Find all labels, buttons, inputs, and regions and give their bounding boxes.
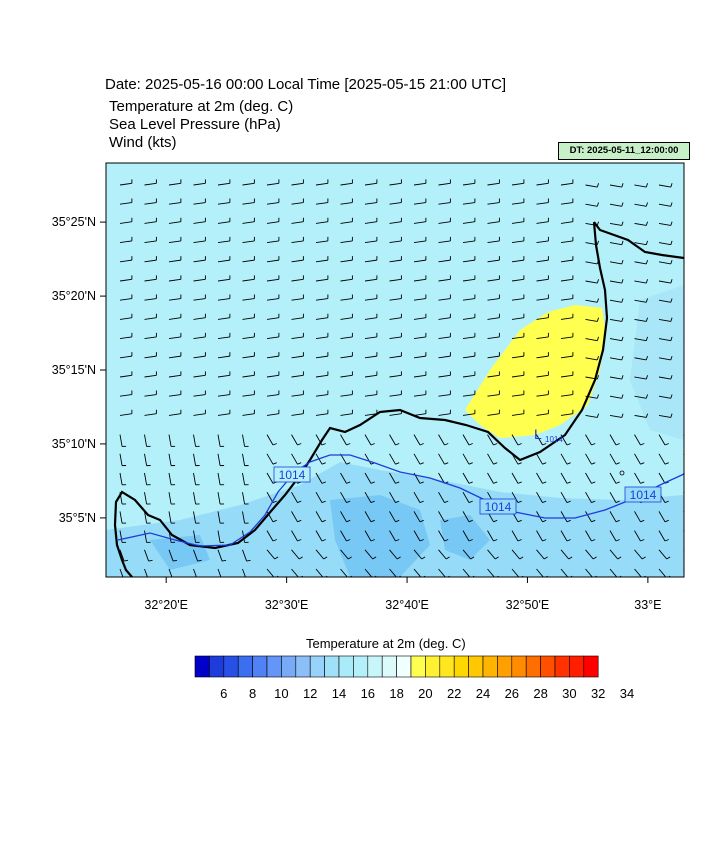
colorbar-swatch	[583, 655, 599, 678]
colorbar-swatch	[324, 655, 340, 678]
colorbar-swatch	[309, 655, 325, 678]
land-cold-region-west	[150, 535, 210, 570]
colorbar-label: 10	[274, 686, 288, 701]
map-plot-area: 1014 1014 1014 L 1014	[106, 163, 684, 577]
colorbar-label: 22	[447, 686, 461, 701]
colorbar-swatch	[425, 655, 441, 678]
lat-tick-label: 35°20'N	[52, 289, 96, 303]
isobar-label-box-1	[273, 466, 311, 483]
isobar-label-1: 1014	[279, 468, 306, 482]
lat-tick-label: 35°5'N	[59, 511, 96, 525]
map-title: Date: 2025-05-16 00:00 Local Time [2025-…	[105, 76, 507, 93]
dt-badge: DT: 2025-05-11_12:00:00	[558, 142, 690, 160]
isobar-label-2: 1014	[485, 500, 512, 514]
colorbar-label: 12	[303, 686, 317, 701]
colorbar-swatch	[209, 655, 225, 678]
colorbar-swatch	[439, 655, 455, 678]
colorbar-swatch	[237, 655, 253, 678]
colorbar-swatch	[367, 655, 383, 678]
land-cold-region-east	[440, 515, 490, 560]
latitude-axis: 35°25'N 35°20'N 35°15'N 35°10'N 35°5'N	[52, 215, 106, 525]
colorbar-swatch	[223, 655, 239, 678]
lon-tick-label: 33°E	[634, 598, 661, 612]
colorbar-swatch	[497, 655, 513, 678]
colorbar-swatch	[569, 655, 585, 678]
colorbar-swatch	[266, 655, 282, 678]
colorbar-swatch	[381, 655, 397, 678]
colorbar-label: 14	[332, 686, 346, 701]
colorbar-label: 16	[361, 686, 375, 701]
colorbar-label: 34	[620, 686, 634, 701]
land-east-shading	[630, 285, 684, 440]
island-marker	[619, 470, 625, 476]
lat-tick-label: 35°10'N	[52, 437, 96, 451]
colorbar-swatch	[511, 655, 527, 678]
lat-tick-label: 35°15'N	[52, 363, 96, 377]
colorbar-swatch	[410, 655, 426, 678]
isobar-label-3: 1014	[630, 488, 657, 502]
field-temperature: Temperature at 2m (deg. C)	[109, 98, 294, 115]
temperature-colorbar: 6 8 10 12 14 16 18 20 22 24 26 28 30 32 34	[194, 655, 634, 701]
colorbar-label: 8	[249, 686, 256, 701]
lon-tick-label: 32°40'E	[385, 598, 429, 612]
colorbar-label: 24	[476, 686, 490, 701]
colorbar-swatch	[453, 655, 469, 678]
warm-region	[465, 305, 605, 438]
lon-tick-label: 32°50'E	[506, 598, 550, 612]
colorbar-label: 28	[533, 686, 547, 701]
colorbar-label: 26	[505, 686, 519, 701]
colorbar-swatch	[252, 655, 268, 678]
colorbar-label: 30	[562, 686, 576, 701]
longitude-axis: 32°20'E 32°30'E 32°40'E 32°50'E 33°E	[144, 577, 662, 612]
colorbar-swatch	[295, 655, 311, 678]
colorbar-title: Temperature at 2m (deg. C)	[306, 636, 466, 651]
field-wind: Wind (kts)	[109, 134, 177, 151]
colorbar-swatch	[540, 655, 556, 678]
colorbar-label: 20	[418, 686, 432, 701]
field-pressure: Sea Level Pressure (hPa)	[109, 116, 281, 133]
colorbar-swatch	[468, 655, 484, 678]
lat-tick-label: 35°25'N	[52, 215, 96, 229]
lon-tick-label: 32°20'E	[144, 598, 188, 612]
colorbar-swatch	[525, 655, 541, 678]
colorbar-swatch	[353, 655, 369, 678]
colorbar-swatch	[194, 655, 210, 678]
wind-barbs	[119, 179, 684, 577]
colorbar-swatch	[482, 655, 498, 678]
colorbar-swatch	[338, 655, 354, 678]
colorbar-swatch	[554, 655, 570, 678]
isobar-label-box-2	[479, 498, 517, 515]
colorbar-swatch	[396, 655, 412, 678]
colorbar-label: 18	[389, 686, 403, 701]
low-pressure-marker: L	[534, 426, 542, 442]
low-pressure-value: 1014	[545, 435, 563, 444]
colorbar-label: 6	[220, 686, 227, 701]
colorbar-swatch	[281, 655, 297, 678]
coastline	[113, 221, 684, 577]
lon-tick-label: 32°30'E	[265, 598, 309, 612]
land-cold-region	[330, 495, 430, 577]
isobar-1014	[117, 454, 684, 547]
isobar-label-box-3	[624, 486, 662, 503]
colorbar-label: 32	[591, 686, 605, 701]
